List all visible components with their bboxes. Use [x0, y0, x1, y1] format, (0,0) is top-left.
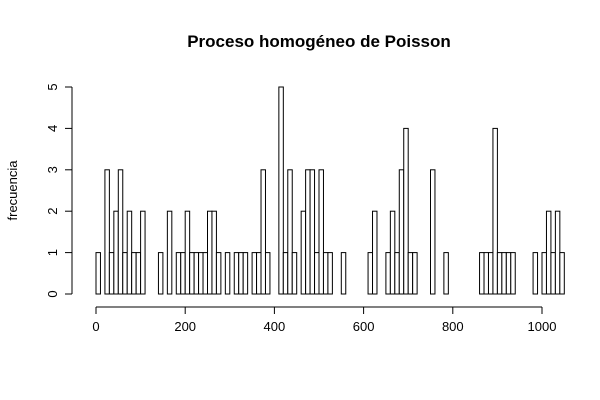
histogram-bar — [483, 252, 489, 295]
histogram-bar — [122, 252, 128, 295]
histogram-bar — [251, 252, 258, 295]
histogram-bar — [430, 169, 436, 295]
histogram-bar — [372, 210, 378, 295]
histogram-bar — [309, 169, 316, 295]
y-tick-label: 1 — [45, 249, 60, 256]
histogram-bar — [327, 252, 333, 295]
histogram-bar — [559, 252, 565, 295]
histogram-bar — [541, 252, 547, 295]
histogram-bar — [510, 252, 516, 295]
chart-title: Proceso homogéneo de Poisson — [187, 32, 451, 51]
histogram-bar — [340, 252, 347, 295]
histogram-bar — [211, 210, 217, 295]
histogram-bar — [260, 169, 266, 295]
histogram-bar — [189, 252, 195, 295]
histogram-bar — [140, 210, 146, 295]
histogram-bar — [95, 252, 101, 295]
histogram-bar — [398, 169, 405, 295]
x-tick-label: 800 — [442, 319, 464, 334]
y-tick-label: 5 — [45, 83, 60, 90]
histogram-bar — [287, 169, 293, 295]
histogram-bar — [180, 252, 186, 295]
histogram-bar — [479, 252, 485, 295]
histogram-bar — [215, 252, 222, 295]
histogram-bar — [291, 252, 298, 295]
histogram-bar — [443, 252, 449, 295]
histogram-bar — [492, 127, 498, 295]
bars-group — [95, 86, 565, 295]
histogram-bar — [131, 252, 137, 295]
x-axis: 0 200 400 600 800 1000 — [92, 306, 557, 334]
histogram-bar — [412, 252, 418, 295]
x-tick-label: 200 — [174, 319, 196, 334]
histogram-bar — [550, 252, 556, 295]
histogram-bar — [264, 252, 271, 295]
histogram-bar — [256, 252, 262, 295]
y-tick-label: 0 — [45, 290, 60, 297]
histogram-bar — [403, 127, 409, 295]
histogram-bar — [108, 252, 115, 295]
histogram-bar — [322, 252, 329, 295]
histogram-bar — [233, 252, 240, 295]
histogram-bar — [407, 252, 414, 295]
histogram-bar — [394, 252, 400, 295]
x-tick-label: 400 — [264, 319, 286, 334]
histogram-bar — [198, 252, 204, 295]
histogram-bar — [207, 210, 213, 295]
histogram-bar — [501, 252, 507, 295]
histogram-bar — [305, 169, 311, 295]
histogram-bar — [242, 252, 249, 295]
histogram-bar — [202, 252, 208, 295]
histogram-bar — [104, 169, 110, 295]
histogram-bar — [496, 252, 503, 295]
y-tick-label: 3 — [45, 166, 60, 173]
histogram-bar — [238, 252, 244, 295]
x-tick-label: 1000 — [528, 319, 557, 334]
x-tick-label: 600 — [353, 319, 375, 334]
y-axis-label: frecuencia — [5, 160, 20, 221]
histogram-bar — [385, 252, 391, 295]
y-axis: 0 1 2 3 4 5 — [45, 83, 73, 298]
histogram-bar — [367, 252, 374, 295]
x-tick-label: 0 — [92, 319, 99, 334]
histogram-bar — [505, 252, 512, 295]
histogram-bar — [282, 252, 289, 295]
histogram-bar — [166, 210, 173, 295]
histogram-bar — [135, 252, 142, 295]
histogram-bar — [545, 210, 552, 295]
histogram-bar — [532, 252, 539, 295]
y-tick-label: 4 — [45, 125, 60, 132]
histogram-bar — [318, 169, 324, 295]
histogram-bar — [175, 252, 182, 295]
histogram-bar — [117, 169, 124, 295]
histogram-bar — [389, 210, 396, 295]
histogram-bar — [157, 252, 164, 295]
histogram-bar — [554, 210, 561, 295]
y-tick-label: 2 — [45, 208, 60, 215]
histogram-bar — [300, 210, 307, 295]
histogram-bar — [126, 210, 133, 295]
histogram-bar — [278, 86, 284, 295]
histogram-bar — [113, 210, 119, 295]
histogram-bar — [184, 210, 191, 295]
histogram-bar — [193, 252, 200, 295]
histogram-bar — [224, 252, 231, 295]
histogram-bar — [487, 252, 494, 295]
histogram-bar — [314, 252, 320, 295]
